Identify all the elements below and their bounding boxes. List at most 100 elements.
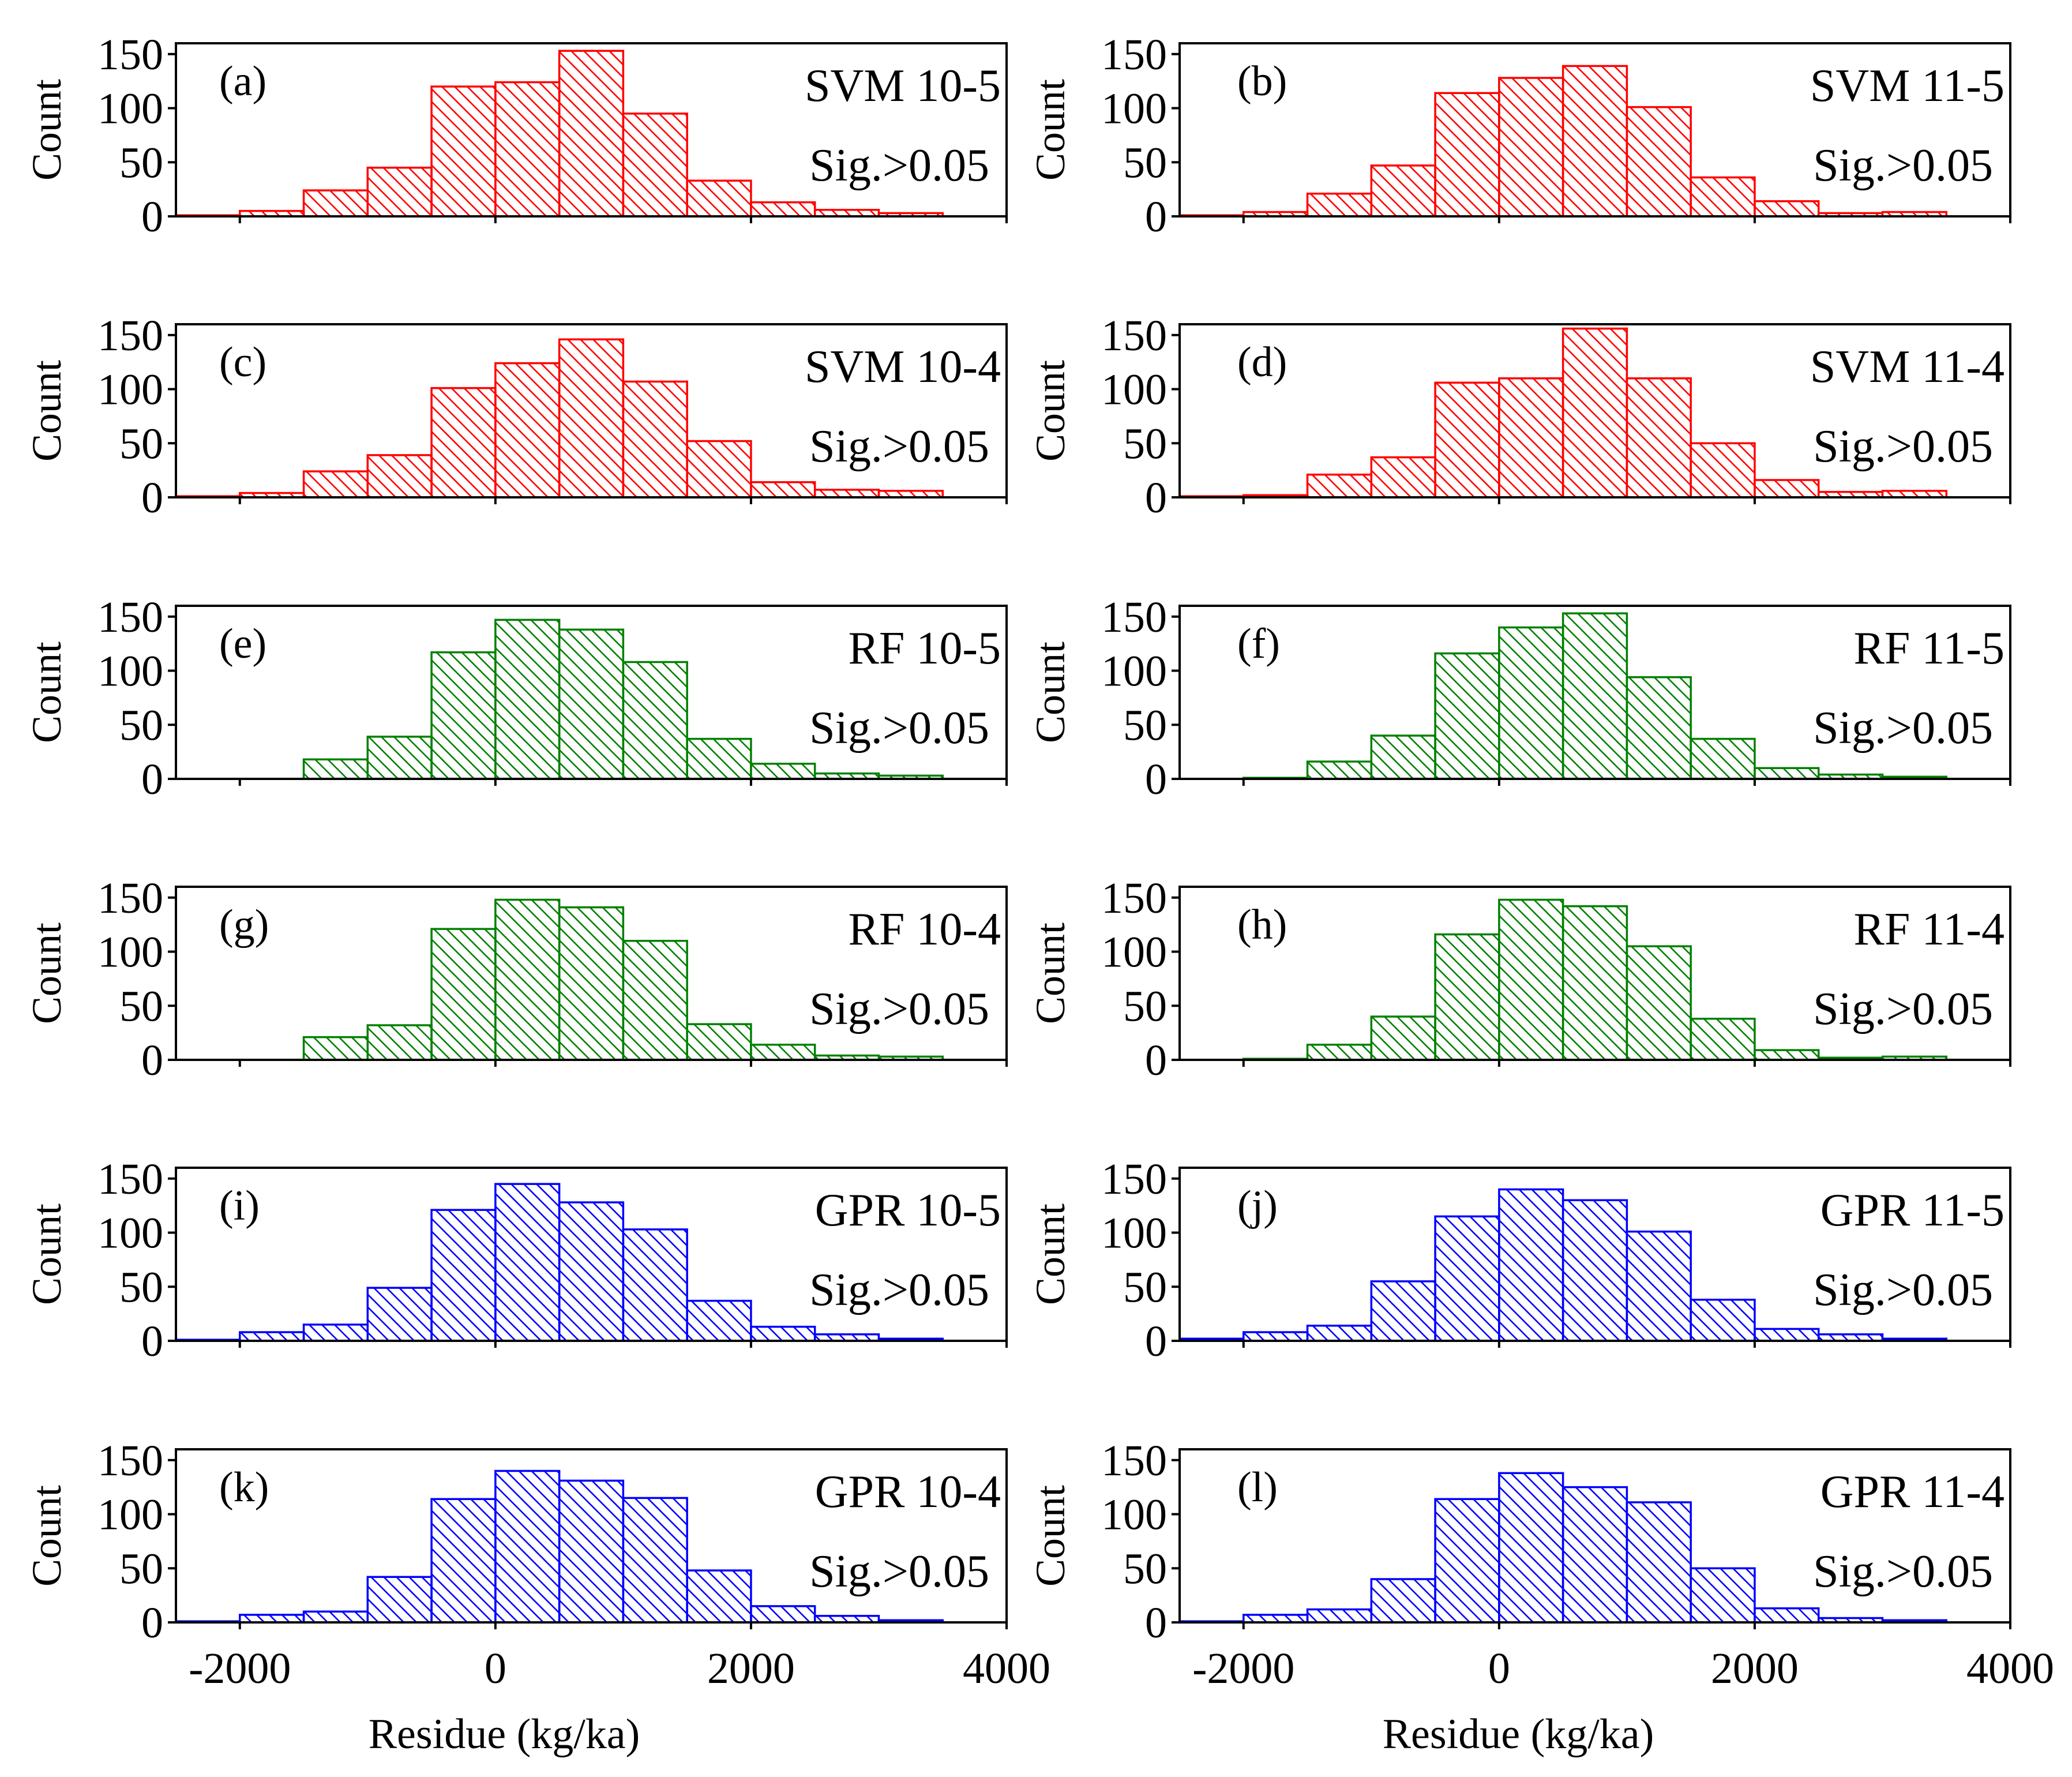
y-tick-label: 50 [1123, 1263, 1167, 1311]
y-axis-label: Count [1027, 1204, 1073, 1305]
histogram-bar [1434, 652, 1500, 780]
panel-tag: (k) [219, 1464, 269, 1511]
y-tick-label: 0 [141, 193, 163, 241]
histogram-bar [686, 440, 752, 498]
significance-label: Sig.>0.05 [1813, 1265, 1993, 1315]
histogram-bar [1306, 192, 1373, 218]
histogram-bar [302, 1324, 369, 1342]
y-tick-label: 50 [1123, 1544, 1167, 1593]
histogram-bar [622, 1497, 688, 1624]
histogram-bar [430, 651, 497, 780]
model-label: GPR 10-4 [815, 1467, 1001, 1517]
y-tick-label: 150 [1101, 1155, 1167, 1204]
model-label: RF 11-4 [1853, 904, 2005, 955]
x-tick-label: 4000 [963, 1644, 1050, 1693]
histogram-bar [239, 1331, 305, 1342]
y-axis-label: Count [24, 923, 70, 1024]
histogram-bar [686, 1023, 752, 1061]
panel-tag: (a) [219, 58, 266, 105]
histogram-panel: 0 50 100 150 Count (g) RF 10-4 Sig.>0.05 [24, 874, 1008, 1085]
plot-frame [175, 42, 1008, 218]
histogram-bar [558, 50, 625, 218]
histogram-bar [622, 113, 688, 218]
histogram-bar [1370, 164, 1436, 218]
y-tick-label: 0 [141, 474, 163, 522]
plot-frame [1178, 323, 2011, 498]
histogram-bar [1561, 1486, 1628, 1624]
y-tick-label: 50 [119, 701, 163, 749]
histogram-bar [1434, 1498, 1500, 1624]
y-tick-label: 0 [141, 1599, 163, 1647]
model-label: RF 10-5 [849, 623, 1001, 674]
histogram-panel: 0 50 100 150 Count (k) GPR 10-4 Sig.>0.05 -2000 0… [24, 1437, 1050, 1693]
plot-frame [1178, 1167, 2011, 1342]
histogram-bar [494, 362, 561, 498]
x-axis-label-left: Residue (kg/ka) [369, 1711, 640, 1758]
histogram-bar [1626, 676, 1692, 780]
x-tick-label: 0 [485, 1644, 506, 1693]
significance-label: Sig.>0.05 [1813, 984, 1993, 1034]
panel-tag: (l) [1237, 1464, 1278, 1511]
y-tick-label: 100 [1101, 85, 1167, 133]
histogram-bar [366, 1024, 433, 1061]
histogram-bar [430, 1209, 497, 1342]
panel-tag: (j) [1237, 1182, 1278, 1229]
y-tick-label: 100 [97, 366, 163, 414]
histogram-bar [1243, 1331, 1309, 1342]
histogram-bar [302, 1036, 369, 1061]
y-tick-label: 0 [1145, 474, 1167, 522]
histogram-bar [1690, 1018, 1756, 1061]
panel-tag: (c) [219, 339, 266, 386]
histogram-bar [494, 898, 561, 1061]
x-tick-label: -2000 [1192, 1644, 1294, 1693]
y-tick-label: 0 [1145, 1036, 1167, 1085]
y-axis-label: Count [24, 642, 70, 743]
histogram-panel: 0 50 100 150 Count (i) GPR 10-5 Sig.>0.05 [24, 1155, 1008, 1366]
histogram-bar [1754, 200, 1820, 218]
model-label: GPR 11-4 [1820, 1467, 2005, 1517]
histogram-bar [1754, 479, 1820, 498]
histogram-bar [1626, 945, 1692, 1061]
model-label: SVM 11-4 [1810, 342, 2005, 392]
y-tick-label: 100 [1101, 928, 1167, 977]
y-tick-label: 50 [119, 1263, 163, 1311]
histogram-bar [1370, 456, 1436, 498]
histogram-bar [366, 736, 433, 780]
histogram-bar [1498, 626, 1564, 780]
significance-label: Sig.>0.05 [809, 1265, 989, 1315]
y-axis-label: Count [1027, 1485, 1073, 1587]
model-label: SVM 10-5 [805, 61, 1001, 111]
histogram-bar [302, 189, 369, 218]
histogram-bar [430, 387, 497, 498]
histogram-bar [366, 1287, 433, 1342]
histogram-bar [1498, 1188, 1564, 1342]
y-tick-label: 0 [141, 1036, 163, 1085]
significance-label: Sig.>0.05 [1813, 1546, 1993, 1597]
histogram-bar [558, 338, 625, 498]
histogram-bar [1370, 734, 1436, 780]
y-tick-label: 100 [1101, 366, 1167, 414]
y-tick-label: 50 [1123, 138, 1167, 187]
histogram-bar [1498, 77, 1564, 218]
panel-tag: (b) [1237, 58, 1287, 105]
y-tick-label: 150 [1101, 31, 1167, 79]
histogram-bar [750, 763, 816, 780]
histogram-bar [430, 1498, 497, 1624]
plot-frame [1178, 42, 2011, 218]
histogram-bar [1434, 1215, 1500, 1342]
histogram-bar [430, 85, 497, 218]
y-tick-label: 0 [141, 1317, 163, 1366]
histogram-bar [1754, 1328, 1820, 1342]
y-tick-label: 100 [97, 647, 163, 696]
histogram-bar [1626, 106, 1692, 218]
y-tick-label: 150 [97, 312, 163, 360]
y-axis-label: Count [24, 79, 70, 181]
plot-frame [1178, 886, 2011, 1061]
y-tick-label: 0 [1145, 755, 1167, 804]
histogram-bar [1690, 176, 1756, 218]
histogram-bar [750, 481, 816, 498]
histogram-bar [1306, 1325, 1373, 1342]
plot-frame [175, 605, 1008, 780]
histogram-bar [1561, 327, 1628, 498]
y-tick-label: 150 [97, 1437, 163, 1485]
